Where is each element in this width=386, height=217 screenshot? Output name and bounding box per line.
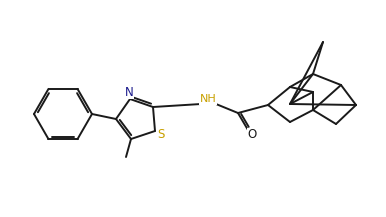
Text: NH: NH [200, 94, 217, 104]
Text: O: O [247, 128, 257, 141]
Text: N: N [125, 85, 134, 99]
Text: S: S [157, 128, 165, 140]
